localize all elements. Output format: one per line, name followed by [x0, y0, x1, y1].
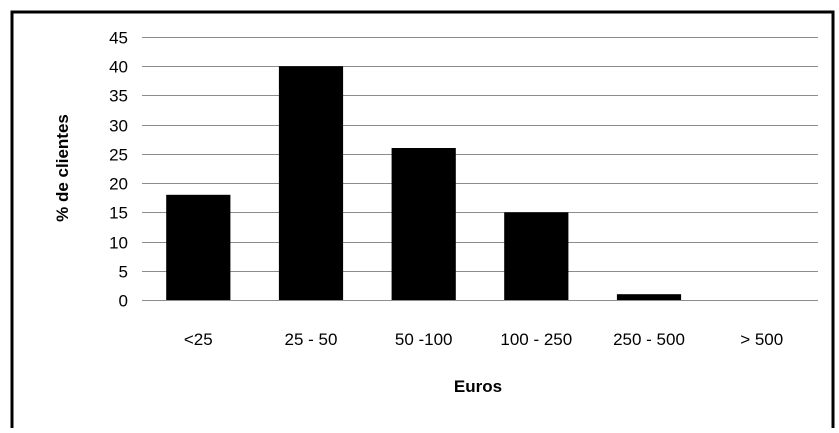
x-axis-title: Euros — [454, 377, 502, 396]
y-tick-label: 0 — [119, 292, 128, 311]
bar-0 — [166, 194, 231, 300]
y-tick-label: 35 — [109, 87, 128, 106]
y-tick-label: 10 — [109, 234, 128, 253]
bar-1 — [278, 66, 344, 300]
y-axis-ticks: 0 5 10 15 20 25 30 35 40 45 — [109, 29, 128, 311]
x-category-label: <25 — [184, 330, 213, 349]
x-category-label: 100 - 250 — [500, 330, 572, 349]
x-category-label: 25 - 50 — [285, 330, 338, 349]
y-axis-title: % de clientes — [53, 114, 72, 222]
y-tick-label: 45 — [109, 29, 128, 48]
bar-4 — [616, 294, 682, 300]
y-tick-label: 25 — [109, 146, 128, 165]
gridlines — [142, 37, 818, 301]
x-category-label: > 500 — [740, 330, 783, 349]
bars — [166, 66, 682, 300]
bar-3 — [504, 212, 569, 300]
bar-2 — [391, 148, 456, 300]
chart-frame — [10, 10, 835, 433]
y-tick-label: 15 — [109, 204, 128, 223]
x-category-label: 250 - 500 — [613, 330, 685, 349]
x-axis-categories: <25 25 - 50 50 -100 100 - 250 250 - 500 > 500 — [184, 330, 783, 349]
y-tick-label: 40 — [109, 58, 128, 77]
y-tick-label: 5 — [119, 263, 128, 282]
y-tick-label: 20 — [109, 175, 128, 194]
y-tick-label: 30 — [109, 117, 128, 136]
x-category-label: 50 -100 — [395, 330, 453, 349]
